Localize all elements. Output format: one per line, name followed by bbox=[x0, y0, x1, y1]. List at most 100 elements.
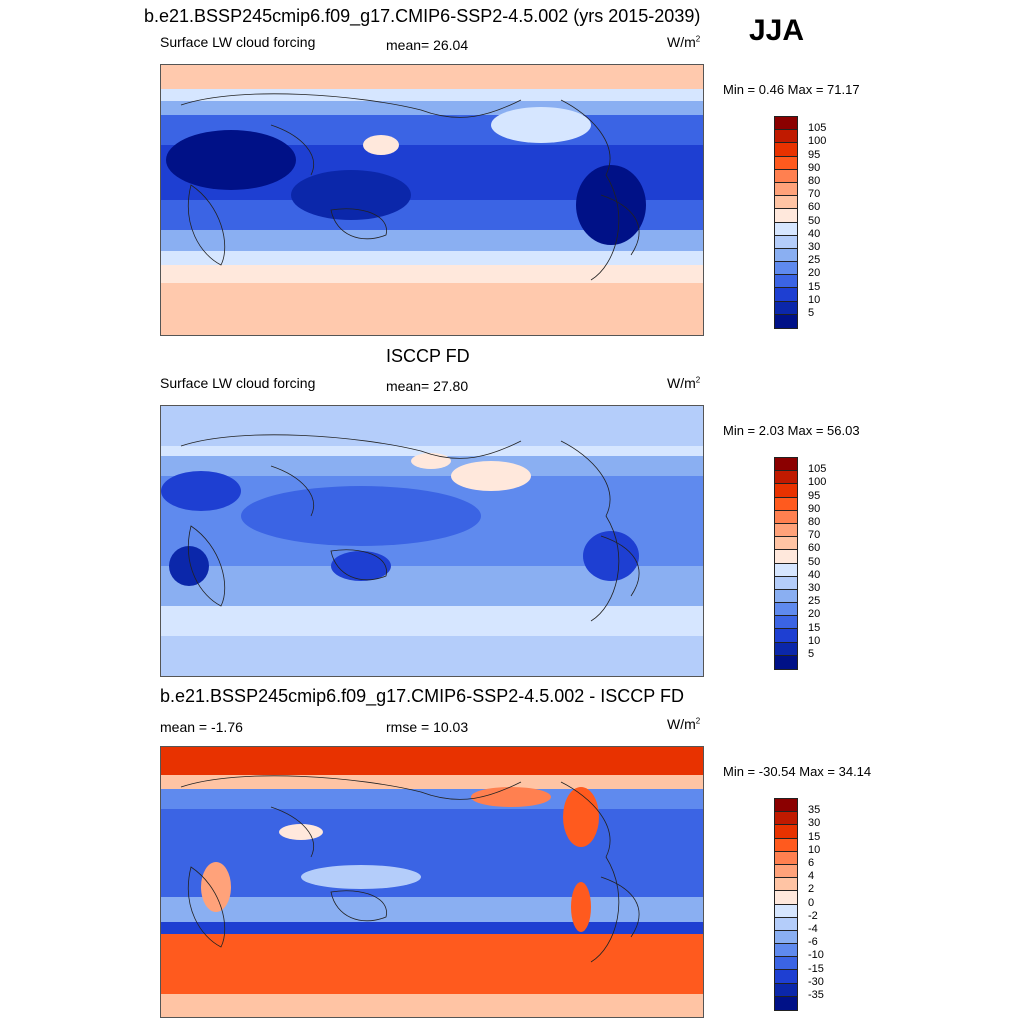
colorbar-tick-label: 30 bbox=[808, 582, 821, 594]
map-model bbox=[160, 64, 704, 336]
colorbar-tick-label: 35 bbox=[808, 804, 821, 817]
colorbar-tick-label: 5 bbox=[808, 307, 815, 319]
colorbar-tick-label: 95 bbox=[808, 148, 821, 161]
colorbar-tick-label: 15 bbox=[808, 621, 821, 634]
colorbar-tick-label: -2 bbox=[808, 909, 818, 922]
colorbar-swatch bbox=[775, 458, 797, 472]
colorbar-observations bbox=[774, 457, 798, 670]
colorbar-tick-label: 60 bbox=[808, 201, 821, 214]
colorbar-swatch bbox=[775, 209, 797, 223]
colorbar-swatch bbox=[775, 248, 797, 263]
colorbar-swatch bbox=[775, 983, 797, 997]
colorbar-tick-label: 10 bbox=[808, 293, 821, 306]
colorbar-swatch bbox=[775, 864, 797, 879]
panel-left-label: Surface LW cloud forcing bbox=[160, 375, 316, 391]
colorbar-tick-label: 30 bbox=[808, 241, 821, 253]
colorbar-swatch bbox=[775, 143, 797, 157]
colorbar-tick-label: -10 bbox=[808, 949, 824, 962]
colorbar-swatch bbox=[775, 851, 797, 865]
colorbar-swatch bbox=[775, 799, 797, 813]
colorbar-swatch bbox=[775, 484, 797, 498]
colorbar-swatch bbox=[775, 576, 797, 590]
colorbar-tick-label: 2 bbox=[808, 883, 815, 896]
colorbar-tick-label: -15 bbox=[808, 962, 824, 975]
colorbar-swatch bbox=[775, 812, 797, 826]
colorbar-swatch bbox=[775, 537, 797, 551]
colorbar-tick-label: 25 bbox=[808, 254, 821, 267]
colorbar-tick-label: -35 bbox=[808, 989, 824, 1001]
figure-title: b.e21.BSSP245cmip6.f09_g17.CMIP6-SSP2-4.… bbox=[144, 6, 701, 26]
colorbar-swatch bbox=[775, 550, 797, 564]
colorbar-swatch bbox=[775, 944, 797, 958]
colorbar-swatch bbox=[775, 930, 797, 945]
colorbar-tick-label: 25 bbox=[808, 595, 821, 608]
colorbar-tick-label: 70 bbox=[808, 529, 821, 542]
colorbar-model bbox=[774, 116, 798, 329]
colorbar-tick-label: 95 bbox=[808, 489, 821, 502]
panel-units: W/m2 bbox=[667, 716, 701, 732]
colorbar-difference bbox=[774, 798, 798, 1011]
colorbar-swatch bbox=[775, 130, 797, 144]
colorbar-swatch bbox=[775, 642, 797, 656]
colorbar-tick-label: 20 bbox=[808, 267, 821, 280]
colorbar-swatch bbox=[775, 891, 797, 905]
colorbar-swatch bbox=[775, 603, 797, 617]
colorbar-tick-label: -6 bbox=[808, 936, 818, 949]
colorbar-swatch bbox=[775, 262, 797, 276]
colorbar-tick-label: 100 bbox=[808, 135, 827, 148]
colorbar-tick-label: -4 bbox=[808, 923, 818, 935]
panel-minmax: Min = 2.03 Max = 56.03 bbox=[723, 423, 860, 438]
panel-title: ISCCP FD bbox=[386, 346, 470, 366]
colorbar-swatch bbox=[775, 235, 797, 249]
colorbar-tick-label: 70 bbox=[808, 188, 821, 201]
colorbar-swatch bbox=[775, 117, 797, 131]
colorbar-tick-label: 100 bbox=[808, 476, 827, 489]
colorbar-swatch bbox=[775, 510, 797, 524]
colorbar-swatch bbox=[775, 156, 797, 170]
colorbar-tick-label: 105 bbox=[808, 463, 827, 476]
colorbar-tick-label: 90 bbox=[808, 161, 821, 174]
panel-mean-label: mean= 26.04 bbox=[386, 37, 469, 53]
colorbar-tick-label: 30 bbox=[808, 817, 821, 830]
colorbar-tick-label: 60 bbox=[808, 542, 821, 555]
colorbar-tick-label: -30 bbox=[808, 975, 824, 988]
colorbar-swatch bbox=[775, 655, 797, 669]
map-difference bbox=[160, 746, 704, 1018]
panel-units: W/m2 bbox=[667, 34, 701, 50]
panel-minmax: Min = 0.46 Max = 71.17 bbox=[723, 82, 860, 97]
panel-left-label: Surface LW cloud forcing bbox=[160, 34, 316, 50]
colorbar-tick-label: 10 bbox=[808, 843, 821, 856]
colorbar-tick-label: 90 bbox=[808, 502, 821, 515]
colorbar-swatch bbox=[775, 301, 797, 315]
colorbar-swatch bbox=[775, 314, 797, 328]
colorbar-swatch bbox=[775, 957, 797, 971]
colorbar-tick-label: 20 bbox=[808, 608, 821, 621]
panel-minmax: Min = -30.54 Max = 34.14 bbox=[723, 764, 872, 779]
colorbar-tick-label: 5 bbox=[808, 648, 815, 660]
colorbar-tick-label: 50 bbox=[808, 555, 821, 568]
panel-mean-label: mean= 27.80 bbox=[386, 378, 469, 394]
colorbar-swatch bbox=[775, 996, 797, 1010]
colorbar-swatch bbox=[775, 275, 797, 289]
colorbar-tick-label: 105 bbox=[808, 122, 827, 135]
colorbar-swatch bbox=[775, 629, 797, 643]
colorbar-tick-label: 40 bbox=[808, 227, 821, 240]
colorbar-tick-label: 4 bbox=[808, 870, 815, 883]
colorbar-swatch bbox=[775, 471, 797, 485]
colorbar-tick-label: 50 bbox=[808, 214, 821, 227]
colorbar-swatch bbox=[775, 970, 797, 984]
map-observations bbox=[160, 405, 704, 677]
colorbar-swatch bbox=[775, 825, 797, 839]
colorbar-tick-label: 10 bbox=[808, 634, 821, 647]
colorbar-tick-label: 0 bbox=[808, 896, 815, 909]
colorbar-swatch bbox=[775, 222, 797, 236]
colorbar-swatch bbox=[775, 616, 797, 630]
panel-units: W/m2 bbox=[667, 375, 701, 391]
colorbar-swatch bbox=[775, 182, 797, 197]
colorbar-tick-label: 80 bbox=[808, 175, 821, 187]
colorbar-swatch bbox=[775, 878, 797, 892]
panel-mean-label: mean = -1.76 bbox=[160, 719, 243, 735]
colorbar-tick-label: 15 bbox=[808, 280, 821, 293]
colorbar-swatch bbox=[775, 589, 797, 604]
colorbar-swatch bbox=[775, 196, 797, 210]
